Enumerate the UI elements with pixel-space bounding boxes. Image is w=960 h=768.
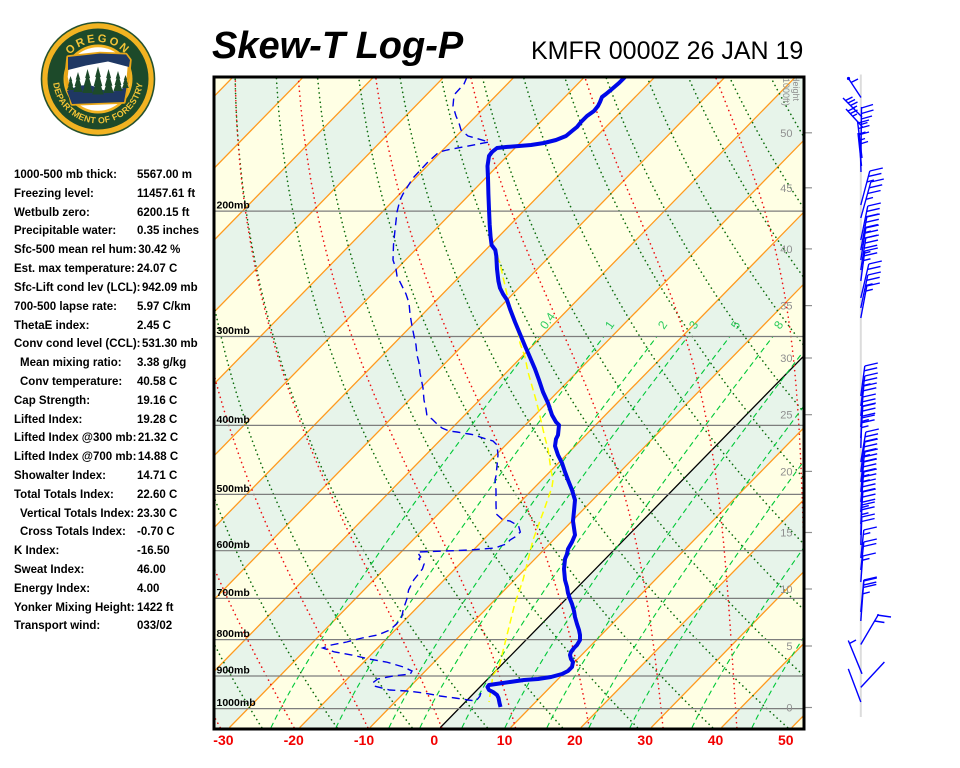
svg-text:1000mb: 1000mb — [217, 697, 256, 709]
svg-text:-30: -30 — [213, 732, 233, 748]
svg-text:-20: -20 — [284, 732, 304, 748]
svg-text:200mb: 200mb — [217, 200, 250, 212]
svg-text:400mb: 400mb — [217, 414, 250, 426]
svg-text:25: 25 — [780, 410, 792, 422]
svg-text:15: 15 — [780, 528, 792, 540]
svg-text:600mb: 600mb — [217, 539, 250, 551]
svg-text:300mb: 300mb — [217, 325, 250, 337]
svg-text:50: 50 — [778, 732, 794, 748]
svg-text:800mb: 800mb — [217, 628, 250, 640]
svg-text:Height: Height — [791, 75, 801, 102]
svg-text:35: 35 — [780, 301, 792, 313]
svg-text:5: 5 — [786, 641, 792, 653]
svg-text:500mb: 500mb — [217, 483, 250, 495]
svg-text:20: 20 — [567, 732, 583, 748]
svg-text:45: 45 — [780, 183, 792, 195]
svg-text:-10: -10 — [354, 732, 374, 748]
svg-text:700mb: 700mb — [217, 587, 250, 599]
svg-text:50: 50 — [780, 128, 792, 140]
svg-text:30: 30 — [637, 732, 653, 748]
svg-text:(1000ft): (1000ft) — [781, 75, 791, 106]
svg-text:0: 0 — [786, 703, 792, 715]
svg-text:40: 40 — [780, 244, 792, 256]
svg-text:10: 10 — [780, 584, 792, 596]
svg-text:30: 30 — [780, 353, 792, 365]
svg-text:40: 40 — [708, 732, 724, 748]
svg-text:900mb: 900mb — [217, 665, 250, 677]
svg-text:0: 0 — [430, 732, 438, 748]
svg-text:10: 10 — [497, 732, 513, 748]
svg-text:20: 20 — [780, 466, 792, 478]
